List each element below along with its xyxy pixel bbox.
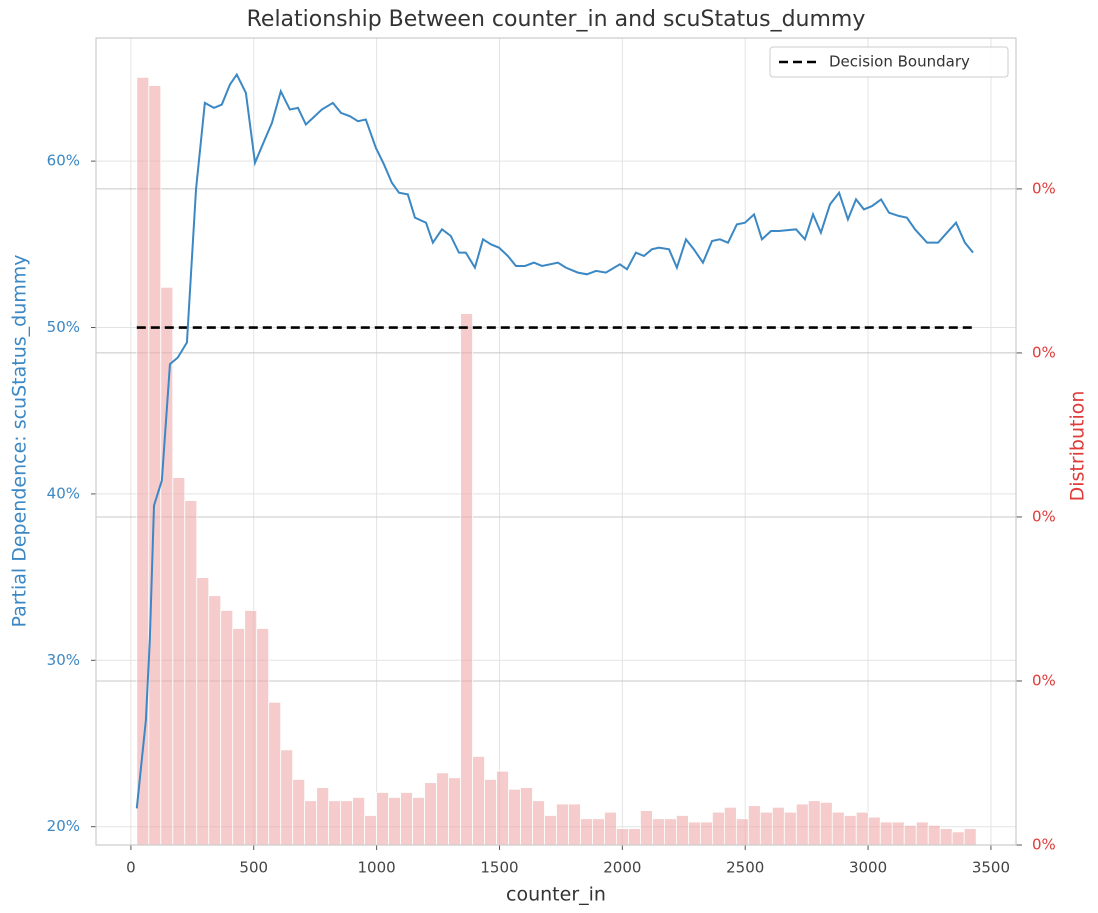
- y-tick-label: 20%: [47, 817, 80, 835]
- histogram-bar: [771, 806, 785, 846]
- y2-tick-label: 0%: [1032, 671, 1056, 689]
- histogram-bar: [352, 797, 366, 846]
- histogram-bar: [903, 824, 917, 846]
- histogram-bar: [723, 806, 737, 846]
- histogram-bar: [220, 610, 234, 846]
- histogram-bar: [280, 749, 294, 846]
- histogram-bar: [172, 477, 186, 846]
- legend-box: [769, 46, 1009, 78]
- x-tick-label: 0: [126, 859, 136, 877]
- histogram-bar: [640, 810, 653, 846]
- plot-frame: [95, 37, 1017, 846]
- histogram-bar: [795, 803, 809, 846]
- histogram-bar: [616, 828, 629, 846]
- y-axis-label: Partial Dependence: scuStatus_dummy: [9, 254, 31, 627]
- x-tick-label: 2000: [603, 859, 641, 877]
- histogram-bar: [963, 828, 977, 846]
- histogram-bar: [867, 816, 881, 846]
- histogram-bar: [256, 628, 270, 846]
- histogram-bar: [184, 500, 198, 846]
- histogram-bar: [628, 828, 641, 846]
- y2-axis-label: Distribution: [1067, 391, 1089, 502]
- histogram-bar: [508, 788, 521, 846]
- histogram-bar: [268, 701, 282, 846]
- x-tick-label: 3500: [972, 859, 1010, 877]
- histogram-bar: [400, 792, 413, 846]
- y2-tick-label: 0%: [1032, 507, 1056, 525]
- histogram-bar: [328, 800, 342, 846]
- histogram-bar: [340, 800, 354, 846]
- histogram-bar: [783, 811, 797, 846]
- histogram-bar: [244, 610, 258, 846]
- histogram-bar: [292, 778, 306, 846]
- histogram-bar: [735, 818, 749, 846]
- y-tick-label: 30%: [47, 651, 80, 669]
- histogram-bar: [484, 778, 497, 846]
- histogram-bar: [160, 286, 174, 846]
- histogram-bar: [208, 595, 222, 846]
- y-tick-label: 60%: [47, 152, 80, 170]
- histogram-bar: [747, 805, 761, 846]
- histogram-bar: [556, 803, 569, 846]
- histogram-bar: [711, 811, 725, 846]
- histogram-bar: [460, 313, 473, 846]
- histogram-bar: [592, 818, 605, 846]
- histogram-bar: [891, 821, 905, 846]
- histogram-bar: [364, 815, 378, 846]
- chart-title: Relationship Between counter_in and scuS…: [247, 7, 866, 32]
- histogram-bar: [915, 821, 929, 846]
- histogram-bar: [448, 777, 461, 846]
- histogram-bar: [232, 628, 246, 846]
- histogram-bar: [855, 811, 869, 846]
- y2-tick-label: 0%: [1032, 836, 1056, 854]
- y-tick-label: 40%: [47, 484, 80, 502]
- histogram-bar: [544, 815, 557, 846]
- histogram-bar: [496, 770, 509, 846]
- histogram-bar: [148, 85, 162, 846]
- histogram-bar: [520, 787, 533, 846]
- histogram-bar: [376, 792, 390, 846]
- histogram-bar: [807, 800, 821, 846]
- histogram-bar: [676, 815, 689, 846]
- histogram-bar: [580, 818, 593, 846]
- histogram-bar: [568, 803, 581, 846]
- histogram-bar: [388, 797, 402, 846]
- histogram-bar: [939, 828, 953, 846]
- histogram-bar: [316, 787, 330, 846]
- histogram-bar: [759, 811, 773, 846]
- histogram-bar: [879, 821, 893, 846]
- legend-label: Decision Boundary: [829, 53, 970, 71]
- histogram-bar: [304, 800, 318, 846]
- y2-tick-label: 0%: [1032, 343, 1056, 361]
- histogram-bar: [604, 811, 617, 846]
- histogram-bar: [699, 821, 713, 846]
- histogram-bar: [472, 756, 485, 846]
- histogram-bar: [412, 797, 425, 846]
- x-axis-label: counter_in: [506, 884, 606, 906]
- histogram-bar: [652, 818, 665, 846]
- histogram-bar: [819, 801, 833, 846]
- y2-tick-label: 0%: [1032, 179, 1056, 197]
- histogram-bar: [831, 811, 845, 846]
- histogram-bar: [136, 76, 150, 846]
- x-tick-label: 500: [239, 859, 268, 877]
- histogram-bar: [424, 782, 437, 846]
- histogram-bar: [532, 800, 545, 846]
- histogram-bar: [843, 815, 857, 846]
- legend: Decision Boundary: [769, 46, 1009, 78]
- y-tick-label: 50%: [47, 318, 80, 336]
- histogram-bar: [687, 821, 701, 846]
- histogram-bar: [664, 818, 677, 846]
- x-tick-label: 1000: [358, 859, 396, 877]
- histogram-bar: [951, 831, 965, 846]
- x-tick-label: 3000: [849, 859, 887, 877]
- x-tick-label: 1500: [480, 859, 518, 877]
- histogram-bar: [196, 577, 210, 846]
- histogram-bar: [436, 772, 449, 846]
- histogram-bar: [927, 824, 941, 846]
- line-series: [135, 72, 974, 809]
- x-tick-label: 2500: [726, 859, 764, 877]
